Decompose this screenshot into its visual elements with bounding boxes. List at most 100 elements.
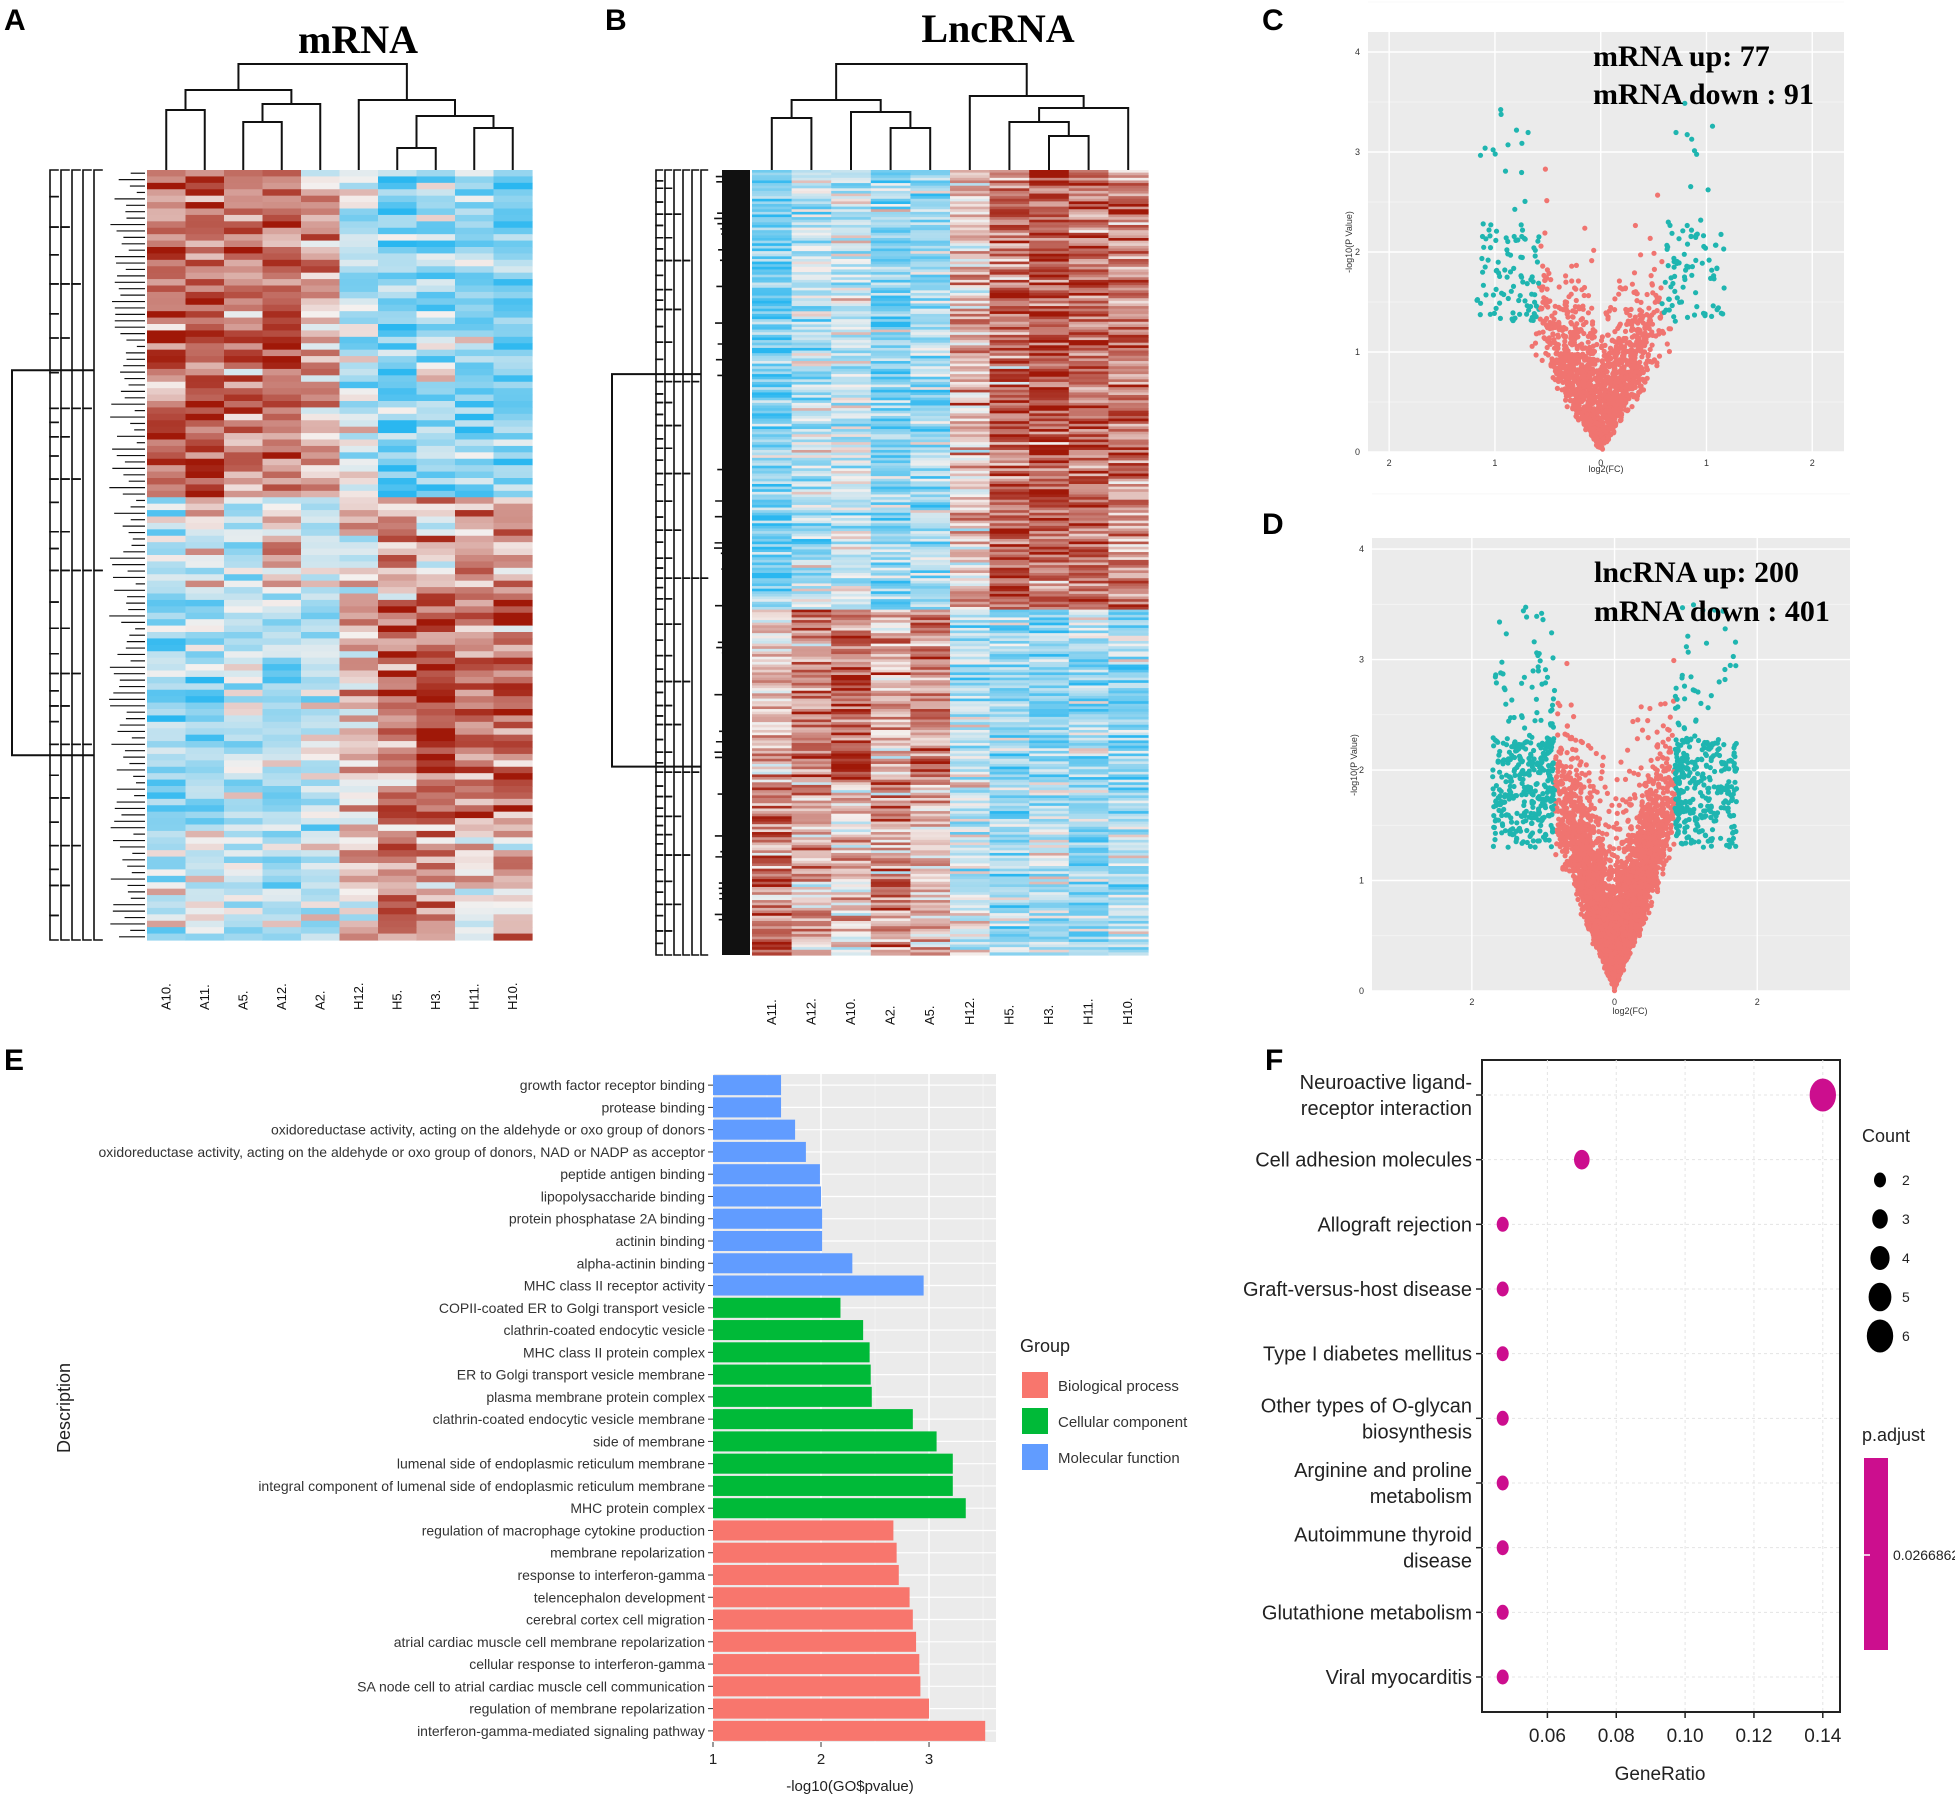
heatmap-cell <box>185 465 225 473</box>
heatmap-cell <box>950 622 991 626</box>
heatmap-cell <box>910 706 951 710</box>
heatmap-cell <box>1029 580 1070 585</box>
heatmap-cell <box>224 433 264 441</box>
heatmap-cell <box>1029 740 1070 744</box>
heatmap-cell <box>224 818 264 826</box>
heatmap-cell <box>416 567 456 575</box>
heatmap-cell <box>147 632 187 640</box>
heatmap-cell <box>378 279 418 287</box>
heatmap-cell <box>262 349 302 357</box>
heatmap-cell <box>1068 860 1109 865</box>
heatmap-cell <box>950 795 991 799</box>
heatmap-cell <box>416 824 456 832</box>
heatmap-cell <box>989 245 1030 250</box>
heatmap-cell <box>378 452 418 460</box>
heatmap-cell <box>791 518 832 522</box>
heatmap-cell <box>950 913 991 917</box>
heatmap-cell <box>910 337 951 341</box>
heatmap-cell <box>791 198 832 202</box>
heatmap-cell <box>870 222 911 226</box>
heatmap-cell <box>455 933 495 941</box>
dendrogram-branch <box>655 341 664 361</box>
heatmap-cell <box>752 570 793 574</box>
dendrogram-branch <box>664 623 673 657</box>
heatmap-cell <box>1068 818 1109 823</box>
heatmap-cell <box>416 311 456 319</box>
heatmap-cell <box>989 546 1030 551</box>
heatmap-cell <box>262 760 302 768</box>
dendrogram-branch <box>60 627 70 675</box>
heatmap-cell <box>493 920 533 928</box>
heatmap-cell <box>339 324 379 332</box>
dendrogram-branch <box>655 807 664 818</box>
heatmap-cell <box>870 266 911 271</box>
heatmap-cell <box>950 245 991 250</box>
heatmap-cell <box>910 209 951 213</box>
dendrogram-branch <box>655 577 664 589</box>
heatmap-cell <box>950 902 991 906</box>
heatmap-cell <box>493 715 533 723</box>
heatmap-cell <box>1029 727 1070 731</box>
heatmap-cell <box>1108 677 1149 681</box>
heatmap-cell <box>752 845 793 849</box>
heatmap-cell <box>910 439 951 443</box>
heatmap-cell <box>831 269 872 273</box>
heatmap-cell <box>493 914 533 922</box>
heatmap-cell <box>870 866 911 870</box>
heatmap-cell <box>910 363 951 367</box>
heatmap-cell <box>147 625 187 633</box>
heatmap-cell <box>870 253 911 257</box>
heatmap-cell <box>185 587 225 595</box>
heatmap-cell <box>870 860 911 865</box>
heatmap-cell <box>752 470 793 475</box>
heatmap-cell <box>339 882 379 890</box>
heatmap-cell <box>791 358 832 362</box>
dendrogram-branch <box>473 127 514 170</box>
heatmap-cell <box>416 407 456 415</box>
heatmap-cell <box>1029 258 1070 263</box>
heatmap-cell <box>339 490 379 498</box>
heatmap-cell <box>791 423 832 428</box>
heatmap-cell <box>455 259 495 267</box>
heatmap-cell <box>910 690 951 694</box>
heatmap-column-label: A11. <box>764 999 779 1025</box>
heatmap-cell <box>831 292 872 297</box>
heatmap-cell <box>831 949 872 953</box>
heatmap-cell <box>301 375 341 383</box>
heatmap-cell <box>950 641 991 645</box>
heatmap-cell <box>1029 947 1070 951</box>
heatmap-cell <box>416 471 456 479</box>
heatmap-cell <box>262 786 302 794</box>
heatmap-cell <box>950 170 991 174</box>
heatmap-cell <box>950 821 991 825</box>
heatmap-cell <box>1029 591 1070 595</box>
heatmap-cell <box>870 188 911 192</box>
heatmap-cell <box>989 743 1030 747</box>
heatmap-cell <box>989 737 1030 742</box>
heatmap-cell <box>831 452 872 456</box>
heatmap-cell <box>831 868 872 872</box>
heatmap-cell <box>989 185 1030 189</box>
heatmap-cell <box>301 381 341 389</box>
heatmap-cell <box>910 900 951 904</box>
heatmap-cell <box>910 947 951 951</box>
heatmap-cell <box>1108 567 1149 571</box>
heatmap-cell <box>831 298 872 302</box>
heatmap-cell <box>870 444 911 448</box>
heatmap-cell <box>224 709 264 717</box>
heatmap-cell <box>910 277 951 281</box>
heatmap-cell <box>301 753 341 761</box>
heatmap-cell <box>339 888 379 896</box>
heatmap-cell <box>416 413 456 421</box>
heatmap-cell <box>870 308 911 312</box>
heatmap-cell <box>989 567 1030 571</box>
heatmap-cell <box>989 329 1030 333</box>
heatmap-cell <box>301 452 341 460</box>
heatmap-cell <box>1029 758 1070 762</box>
heatmap-cell <box>1029 363 1070 367</box>
heatmap-cell <box>752 287 793 291</box>
heatmap-cell <box>1108 374 1149 378</box>
heatmap-cell <box>791 625 832 629</box>
heatmap-cell <box>910 669 951 673</box>
heatmap-cell <box>831 842 872 846</box>
